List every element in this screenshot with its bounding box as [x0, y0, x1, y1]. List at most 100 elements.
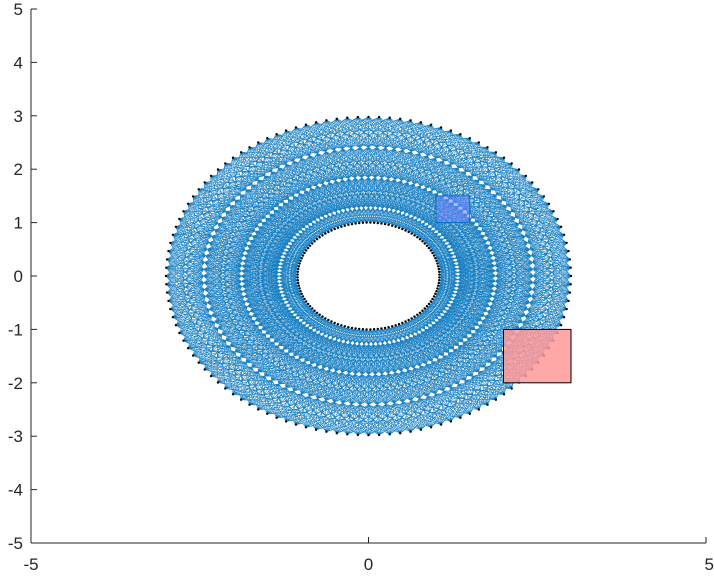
node-point — [294, 126, 298, 129]
node-point — [510, 387, 513, 390]
node-point — [343, 325, 346, 328]
y-tick-label: 2 — [14, 160, 23, 179]
node-point — [340, 225, 343, 228]
node-point — [431, 251, 434, 255]
node-point — [380, 222, 383, 225]
node-point — [531, 181, 534, 184]
node-point — [301, 254, 305, 257]
node-point — [203, 368, 206, 371]
node-point — [399, 117, 402, 121]
node-point — [401, 321, 404, 325]
node-point — [468, 137, 471, 140]
node-point — [524, 174, 528, 178]
node-point — [294, 423, 298, 426]
node-point — [297, 284, 300, 287]
y-tick-label: 1 — [14, 214, 23, 233]
node-point — [477, 408, 480, 411]
node-point — [324, 232, 327, 235]
node-point — [437, 284, 440, 287]
node-point — [300, 257, 303, 260]
node-point — [321, 234, 324, 237]
node-point — [182, 339, 185, 342]
node-point — [432, 254, 436, 257]
node-point — [565, 307, 568, 311]
node-point — [169, 241, 172, 245]
node-point — [340, 324, 343, 327]
node-point — [510, 162, 513, 165]
node-point — [437, 267, 440, 271]
node-point — [350, 326, 354, 330]
node-point — [330, 320, 333, 323]
node-point — [315, 238, 319, 241]
node-point — [239, 398, 243, 401]
node-point — [248, 146, 251, 149]
node-point — [174, 324, 178, 327]
node-point — [568, 258, 572, 261]
node-point — [397, 226, 401, 229]
node-point — [468, 412, 471, 415]
node-point — [343, 224, 346, 227]
network-edges — [165, 116, 572, 436]
node-point — [165, 291, 169, 294]
node-point — [439, 126, 443, 129]
node-point — [421, 309, 424, 312]
node-point — [318, 236, 321, 239]
y-tick-label: 5 — [14, 0, 23, 19]
node-point — [167, 249, 170, 253]
node-point — [438, 270, 441, 273]
node-point — [427, 246, 431, 250]
node-point — [231, 156, 235, 159]
node-point — [308, 244, 312, 247]
node-point — [346, 116, 349, 119]
node-point — [459, 416, 462, 419]
node-point — [297, 267, 300, 271]
node-point — [266, 137, 269, 140]
node-point — [167, 299, 170, 303]
node-point — [409, 119, 412, 122]
node-point — [435, 259, 438, 262]
node-point — [399, 432, 402, 435]
node-point — [418, 311, 422, 314]
node-point — [165, 258, 169, 261]
node-point — [477, 141, 480, 144]
node-point — [486, 403, 489, 406]
node-point — [266, 412, 269, 415]
node-point — [350, 222, 354, 226]
y-tick-label: -4 — [8, 481, 23, 500]
node-point — [296, 270, 299, 273]
node-point — [224, 162, 227, 165]
node-point — [372, 328, 376, 331]
node-point — [429, 123, 433, 126]
node-point — [311, 307, 314, 310]
node-point — [569, 274, 573, 278]
node-point — [304, 123, 308, 126]
node-point — [380, 327, 383, 330]
node-point — [568, 291, 572, 294]
node-point — [298, 262, 301, 265]
node-point — [191, 195, 195, 198]
node-point — [191, 354, 195, 357]
node-point — [369, 328, 372, 331]
node-point — [303, 297, 306, 301]
node-point — [423, 307, 426, 310]
node-point — [306, 246, 310, 250]
node-point — [321, 315, 324, 318]
node-point — [304, 426, 308, 429]
node-point — [410, 232, 413, 235]
node-point — [556, 217, 559, 221]
node-point — [459, 133, 462, 136]
y-tick-label: -2 — [8, 374, 23, 393]
node-point — [358, 327, 361, 331]
node-point — [502, 393, 506, 396]
node-point — [325, 430, 328, 433]
node-point — [369, 221, 372, 224]
node-point — [391, 224, 394, 227]
node-point — [434, 257, 437, 260]
node-point — [438, 276, 441, 279]
node-point — [387, 326, 390, 329]
node-point — [333, 227, 336, 231]
node-point — [517, 168, 521, 171]
node-point — [559, 225, 563, 228]
obstacle-red — [503, 328, 572, 384]
